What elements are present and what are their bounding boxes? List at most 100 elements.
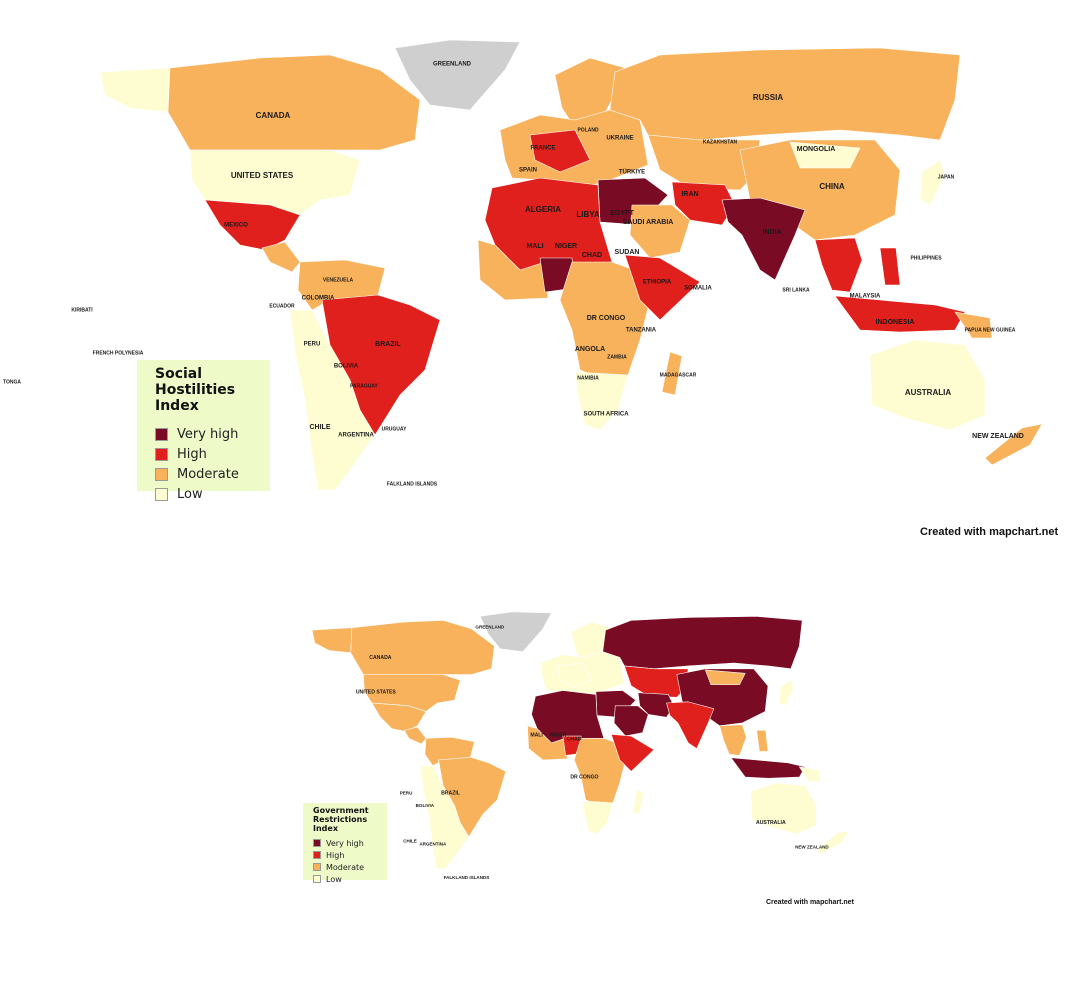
country-label: CHAD [582, 252, 602, 259]
country-region [350, 620, 495, 675]
legend-swatch [313, 875, 321, 883]
country-region [289, 309, 376, 491]
legend-label: Moderate [326, 862, 365, 872]
country-region [610, 734, 655, 772]
country-label: ECUADOR [269, 303, 295, 309]
legend-item: Low [313, 873, 387, 885]
country-region [613, 705, 649, 737]
country-label: SUDAN [615, 249, 640, 256]
country-label: DR CONGO [570, 774, 598, 780]
country-region [704, 669, 746, 686]
country-label: MALI [526, 243, 543, 250]
legend-label: High [326, 850, 345, 860]
country-region [816, 830, 850, 855]
country-label: CANADA [256, 111, 291, 120]
country-region [789, 141, 861, 169]
country-label: MALAYSIA [850, 294, 881, 300]
legend-label: Very high [177, 426, 239, 442]
country-label: NEW ZEALAND [972, 433, 1024, 440]
country-label: SAUDI ARABIA [623, 219, 674, 226]
country-label: VENEZUELA [323, 277, 354, 283]
country-label: EGYPT [610, 210, 634, 217]
country-label: PAPUA NEW GUINEA [965, 327, 1016, 333]
country-region [779, 679, 794, 707]
legend-label: Low [326, 874, 342, 884]
country-label: FALKLAND ISLANDS [444, 875, 490, 880]
country-region [362, 674, 461, 712]
country-region [879, 247, 901, 286]
country-label: INDIA [762, 229, 781, 236]
country-region [730, 757, 806, 779]
country-label: CHINA [819, 182, 845, 191]
country-label: ARGENTINA [338, 433, 374, 439]
country-label: POLAND [577, 127, 599, 133]
country-label: SPAIN [519, 168, 537, 174]
country-label: CHILE [310, 424, 331, 431]
country-region [167, 54, 421, 151]
country-region [666, 701, 715, 749]
country-label: DR CONGO [587, 315, 626, 322]
country-label: BOLIVIA [334, 364, 359, 370]
country-region [629, 204, 691, 259]
country-region [814, 237, 863, 293]
legend-label: Moderate [177, 466, 239, 482]
country-label: CHAD [567, 736, 582, 742]
country-label: TONGA [3, 379, 21, 385]
country-label: NIGER [550, 732, 567, 738]
legend-swatch [313, 863, 321, 871]
country-region [99, 67, 171, 113]
country-region [834, 295, 966, 333]
country-label: TANZANIA [626, 328, 657, 334]
country-region [954, 311, 993, 339]
legend-item: High [155, 444, 270, 464]
country-label: PERU [400, 790, 413, 795]
country-label: NIGER [555, 243, 577, 250]
country-label: LIBYA [576, 210, 599, 219]
legend-swatch [155, 447, 168, 461]
world-map: RUSSIA CANADA UNITED STATES MONGOLIA CHINA KA… [3, 39, 1043, 491]
legend-item: High [313, 849, 387, 861]
legend-swatch [155, 467, 168, 481]
country-region [624, 254, 701, 321]
country-label: BRAZIL [441, 790, 460, 796]
country-label: SOUTH AFRICA [583, 412, 629, 418]
country-label: FRENCH POLYNESIA [93, 350, 144, 356]
country-region [479, 611, 552, 652]
legend: Government Restrictions Index Very high H… [303, 803, 387, 884]
country-label: ZAMBIA [607, 354, 627, 360]
country-region [609, 47, 961, 141]
legend-item: Very high [155, 424, 270, 444]
country-region [574, 371, 629, 431]
country-region [721, 197, 806, 281]
legend-title: Social Hostilities Index [155, 366, 236, 414]
legend-item: Moderate [155, 464, 270, 484]
country-region [756, 730, 769, 752]
country-label: NEW ZEALAND [795, 844, 829, 849]
country-label: ETHIOPIA [643, 280, 672, 286]
country-label: MONGOLIA [797, 146, 836, 153]
country-region [529, 129, 591, 173]
country-region [189, 149, 361, 216]
country-label: AUSTRALIA [756, 820, 786, 826]
legend-label: Very high [326, 838, 364, 848]
country-label: UNITED STATES [231, 171, 294, 180]
country-region [419, 765, 470, 869]
country-region [799, 766, 821, 782]
country-region [919, 159, 946, 206]
country-label: UNITED STATES [356, 690, 397, 696]
country-region [261, 241, 301, 273]
legend-swatch [155, 487, 168, 501]
legend-item: Moderate [313, 861, 387, 873]
country-region [556, 662, 592, 688]
legend-label: High [177, 446, 207, 462]
country-region [671, 181, 736, 226]
country-label: INDONESIA [876, 319, 915, 326]
country-region [984, 423, 1043, 466]
country-label: UKRAINE [606, 136, 633, 142]
world-map: GREENLAND CANADA UNITED STATES BRAZIL MALI NI… [311, 611, 850, 880]
country-label: ARGENTINA [419, 842, 447, 847]
legend-swatch [313, 839, 321, 847]
legend-title: Government Restrictions Index [313, 806, 369, 833]
country-label: FRANCE [531, 146, 556, 152]
